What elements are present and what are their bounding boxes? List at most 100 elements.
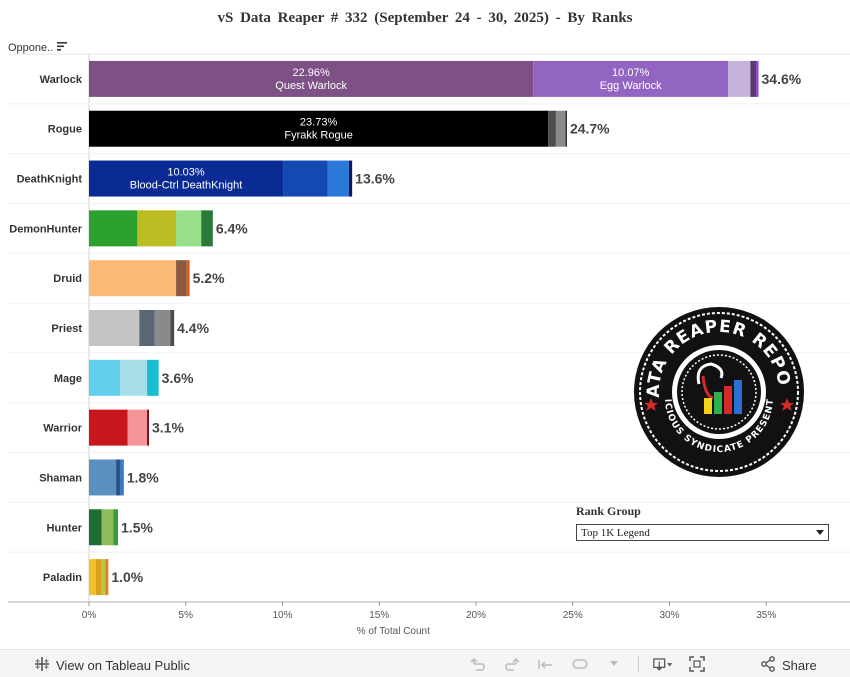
bar-segment[interactable] [95, 559, 102, 596]
undo-icon[interactable] [468, 655, 488, 673]
bar-segment[interactable] [119, 459, 124, 496]
chart-area: 22.96%Quest Warlock 10.07%Egg Warlock 34.6… [8, 53, 850, 637]
download-icon[interactable] [653, 655, 673, 673]
tableau-icon [34, 656, 50, 675]
bar-segment[interactable] [137, 210, 177, 247]
bar-segment[interactable] [127, 409, 148, 446]
sort-header-label: Oppone.. [8, 41, 54, 54]
rank-group-title: Rank Group [576, 504, 641, 518]
pause-updates-icon[interactable] [570, 655, 590, 673]
total-label: 13.6% [355, 171, 395, 187]
bar-segment[interactable] [119, 359, 148, 396]
category-label: Hunter [47, 522, 83, 534]
x-tick-label: 20% [466, 610, 486, 621]
view-on-tableau-link[interactable]: View on Tableau Public [34, 656, 190, 675]
bar-segment[interactable] [89, 409, 128, 446]
chevron-down-icon[interactable] [604, 655, 624, 673]
x-tick-label: 30% [659, 610, 679, 621]
bar-segment[interactable] [170, 310, 175, 346]
bar-stacks: 22.96%Quest Warlock 10.07%Egg Warlock 34.6… [89, 60, 802, 596]
fullscreen-icon[interactable] [687, 655, 707, 673]
category-label: Druid [53, 273, 82, 285]
total-label: 1.8% [127, 469, 159, 485]
revert-icon[interactable] [536, 655, 556, 673]
bar-segment[interactable] [186, 260, 190, 297]
segment-value-label: 10.07% [612, 67, 650, 79]
bar-segment[interactable] [176, 210, 202, 247]
data-reaper-report-logo: DATA REAPER REPORT VICIOUS SYNDICATE PRE… [625, 291, 805, 478]
share-button[interactable]: Share [760, 656, 817, 675]
segment-value-label: 10.03% [167, 167, 205, 179]
bar-segment[interactable] [548, 110, 556, 147]
share-label: Share [782, 658, 817, 673]
x-axis: 0% 5% 10% 15% 20% 25% 30% 35% % of Total Count [8, 601, 850, 637]
segment-value-label: 22.96% [292, 67, 330, 79]
bar-segment[interactable] [89, 459, 117, 496]
category-labels: Warlock Rogue DeathKnight DemonHunter Druid P… [9, 74, 83, 584]
sort-descending-icon[interactable] [57, 41, 68, 54]
bar-segment[interactable] [176, 260, 187, 297]
x-tick-label: 15% [369, 610, 389, 621]
bar-segment[interactable] [154, 310, 171, 346]
bar-segment[interactable] [283, 160, 328, 197]
bar-segment[interactable] [555, 110, 566, 147]
bar-segment[interactable] [89, 210, 138, 247]
redo-icon[interactable] [502, 655, 522, 673]
bar-segment[interactable] [565, 110, 567, 147]
category-label: Warrior [43, 423, 82, 435]
bar-segment[interactable] [533, 60, 729, 97]
category-label: Mage [54, 373, 82, 385]
x-tick-label: 25% [563, 610, 583, 621]
rank-group-filter: Rank Group Top 1K Legend [576, 504, 829, 541]
total-label: 5.2% [193, 270, 225, 286]
total-label: 3.6% [162, 370, 194, 386]
bar-segment[interactable] [113, 509, 119, 546]
bar-segment[interactable] [750, 60, 757, 97]
view-on-tableau-label: View on Tableau Public [56, 658, 190, 673]
bar-segment[interactable] [89, 310, 140, 346]
bar-segment[interactable] [201, 210, 213, 247]
bar-segment[interactable] [756, 60, 759, 97]
total-label: 6.4% [216, 220, 248, 236]
share-icon [760, 656, 776, 675]
bar-segment[interactable] [147, 359, 159, 396]
bar-segment[interactable] [89, 160, 284, 197]
bar-segment[interactable] [348, 160, 353, 197]
chart-title: vS Data Reaper # 332 (September 24 - 30,… [217, 10, 633, 26]
bar-segment[interactable] [105, 559, 109, 596]
category-label: Rogue [48, 124, 82, 136]
segment-archetype-label: Fyrakk Rogue [284, 130, 352, 142]
bar-segment[interactable] [101, 509, 114, 546]
segment-archetype-label: Egg Warlock [600, 80, 662, 92]
rank-group-dropdown[interactable]: Top 1K Legend [576, 524, 829, 541]
total-label: 1.0% [111, 569, 143, 585]
tableau-footer: View on Tableau Public Share [0, 649, 850, 677]
segment-archetype-label: Blood-Ctrl DeathKnight [130, 180, 243, 192]
bar-segment[interactable] [89, 559, 96, 596]
dropdown-arrow-icon[interactable] [816, 527, 824, 539]
toolbar-divider [638, 656, 639, 672]
bar-segment[interactable] [89, 260, 177, 297]
total-label: 24.7% [570, 121, 610, 137]
bar-segment[interactable] [101, 559, 106, 596]
category-label: DemonHunter [9, 223, 82, 235]
bar-segment[interactable] [89, 509, 102, 546]
bar-segment[interactable] [139, 310, 155, 346]
bar-segment[interactable] [327, 160, 349, 197]
category-label: DeathKnight [17, 174, 83, 186]
category-label: Priest [51, 323, 82, 335]
bar-segment[interactable] [116, 459, 120, 496]
total-label: 34.6% [762, 71, 802, 87]
bar-segment[interactable] [89, 60, 534, 97]
sort-header[interactable]: Oppone.. [8, 41, 68, 54]
bar-segment[interactable] [147, 409, 149, 446]
total-label: 4.4% [177, 320, 209, 336]
x-tick-label: 0% [82, 610, 97, 621]
bar-segment[interactable] [728, 60, 751, 97]
bar-segment[interactable] [89, 359, 120, 396]
bar-segment[interactable] [89, 110, 549, 147]
toolbar [468, 655, 707, 673]
total-label: 1.5% [121, 519, 153, 535]
x-tick-label: 10% [272, 610, 292, 621]
category-label: Warlock [40, 74, 83, 86]
